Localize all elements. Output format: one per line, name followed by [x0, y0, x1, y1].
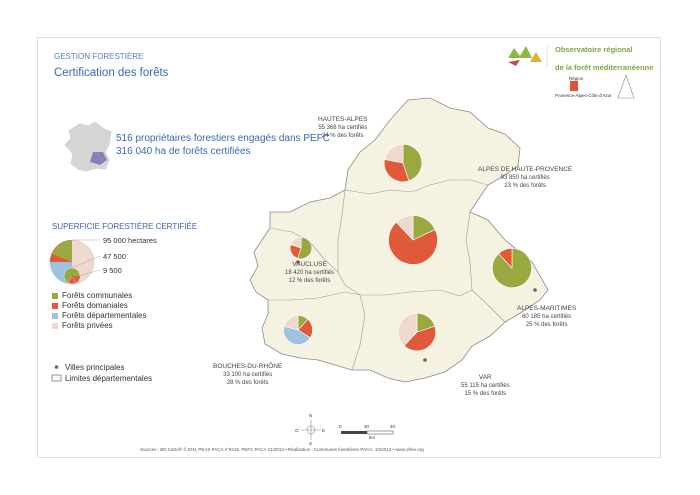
pie-hautes-alpes [383, 143, 423, 183]
stat-hectares: 316 040 ha de forêts certifiées [116, 146, 251, 157]
city-marker [533, 288, 537, 292]
legend-city-symbol [54, 365, 59, 369]
scale-label-40: 40 [390, 424, 396, 429]
region-logo [570, 81, 578, 91]
pie-slice [384, 143, 404, 164]
legend-boundary-symbol [51, 374, 62, 382]
legend-swatch-departementales [52, 313, 58, 319]
pie-slice [283, 315, 299, 331]
dept-label-alpes-haute-provence: ALPES DE HAUTE-PROVENCE 93 850 ha certifi… [478, 166, 573, 189]
map-frame [37, 37, 661, 458]
legend-size-circles [49, 239, 101, 285]
dept-label-var: VAR 55 115 ha certifiés 15 % des forêts [461, 374, 510, 397]
dept-label-alpes-maritimes: ALPES-MARITIMES 60 185 ha certifiés 25 % d… [517, 305, 577, 328]
pie-alpes-maritimes [492, 248, 532, 288]
stat-owners: 516 propriétaires forestiers engagés dan… [116, 133, 331, 144]
pie-alpes-de-haute-provence [388, 215, 438, 265]
emblem-logo [617, 74, 635, 99]
legend-item-villes: Villes principales [65, 363, 125, 372]
legend-scale-min: 9 500 [103, 266, 122, 275]
scale-bar [341, 430, 394, 435]
compass-e: E [322, 428, 326, 433]
compass-s: S [309, 441, 313, 446]
city-marker [296, 260, 300, 264]
region-label: Région [569, 76, 584, 81]
compass-n: N [309, 413, 313, 418]
dept-label-vaucluse: VAUCLUSE 18 420 ha certifiés 12 % des forê… [285, 261, 335, 284]
pie-slice [290, 236, 302, 249]
source-credits: Sources : BD Carto® © IGN, PEAS PACA n°8… [140, 447, 424, 452]
section-label: GESTION FORESTIÈRE [54, 52, 144, 61]
region-name: Provence-Alpes-Côte d'Azur [555, 93, 612, 98]
page-title: Certification des forêts [54, 67, 169, 79]
legend-item-limites: Limites départementales [65, 374, 153, 383]
compass-o: O [295, 428, 299, 433]
pie-slice [383, 159, 410, 183]
legend-scale-max: 95 000 hectares [103, 236, 157, 245]
city-marker [423, 358, 427, 362]
legend-item-communales: Forêts communales [62, 291, 133, 300]
dept-label-bouches-du-rhone: BOUCHES-DU-RHÔNE 33 100 ha certifiés 28 % … [213, 363, 283, 386]
legend-swatch-communales [52, 293, 58, 299]
pie-vaucluse [289, 236, 313, 260]
compass-rose [301, 420, 321, 440]
legend-item-domaniales: Forêts domaniales [62, 301, 128, 310]
pie-slice [403, 325, 437, 352]
paca-highlight [90, 152, 107, 165]
pie-var [397, 312, 437, 352]
pie-bouches-du-rh-ne [283, 315, 313, 345]
scale-unit: km [369, 435, 375, 440]
legend-swatch-domaniales [52, 303, 58, 309]
legend-item-privees: Forêts privées [62, 321, 113, 330]
legend-title: SUPERFICIE FORESTIÈRE CERTIFIÉE [52, 222, 198, 231]
dept-label-hautes-alpes: HAUTES-ALPES 55 368 ha certifiés 24 % des … [318, 116, 368, 139]
logo-line2: de la forêt méditerranéenne [555, 63, 654, 72]
logo-line1: Observatoire régional [555, 45, 633, 54]
pie-slice [395, 215, 414, 241]
scale-label-0: 0 [339, 424, 342, 429]
legend-scale-mid: 47 500 [103, 252, 126, 261]
pie-slice [498, 248, 513, 269]
pie-slice [283, 326, 311, 345]
legend-swatch-privees [52, 323, 58, 329]
pie-slice [388, 221, 438, 265]
legend-item-departementales: Forêts départementales [62, 311, 147, 320]
scale-label-20: 20 [364, 424, 370, 429]
ofme-logo-mark [508, 46, 635, 99]
pie-slice [402, 143, 423, 182]
pie-layer [283, 143, 532, 352]
pie-slice [397, 312, 418, 347]
france-locator [63, 120, 113, 173]
